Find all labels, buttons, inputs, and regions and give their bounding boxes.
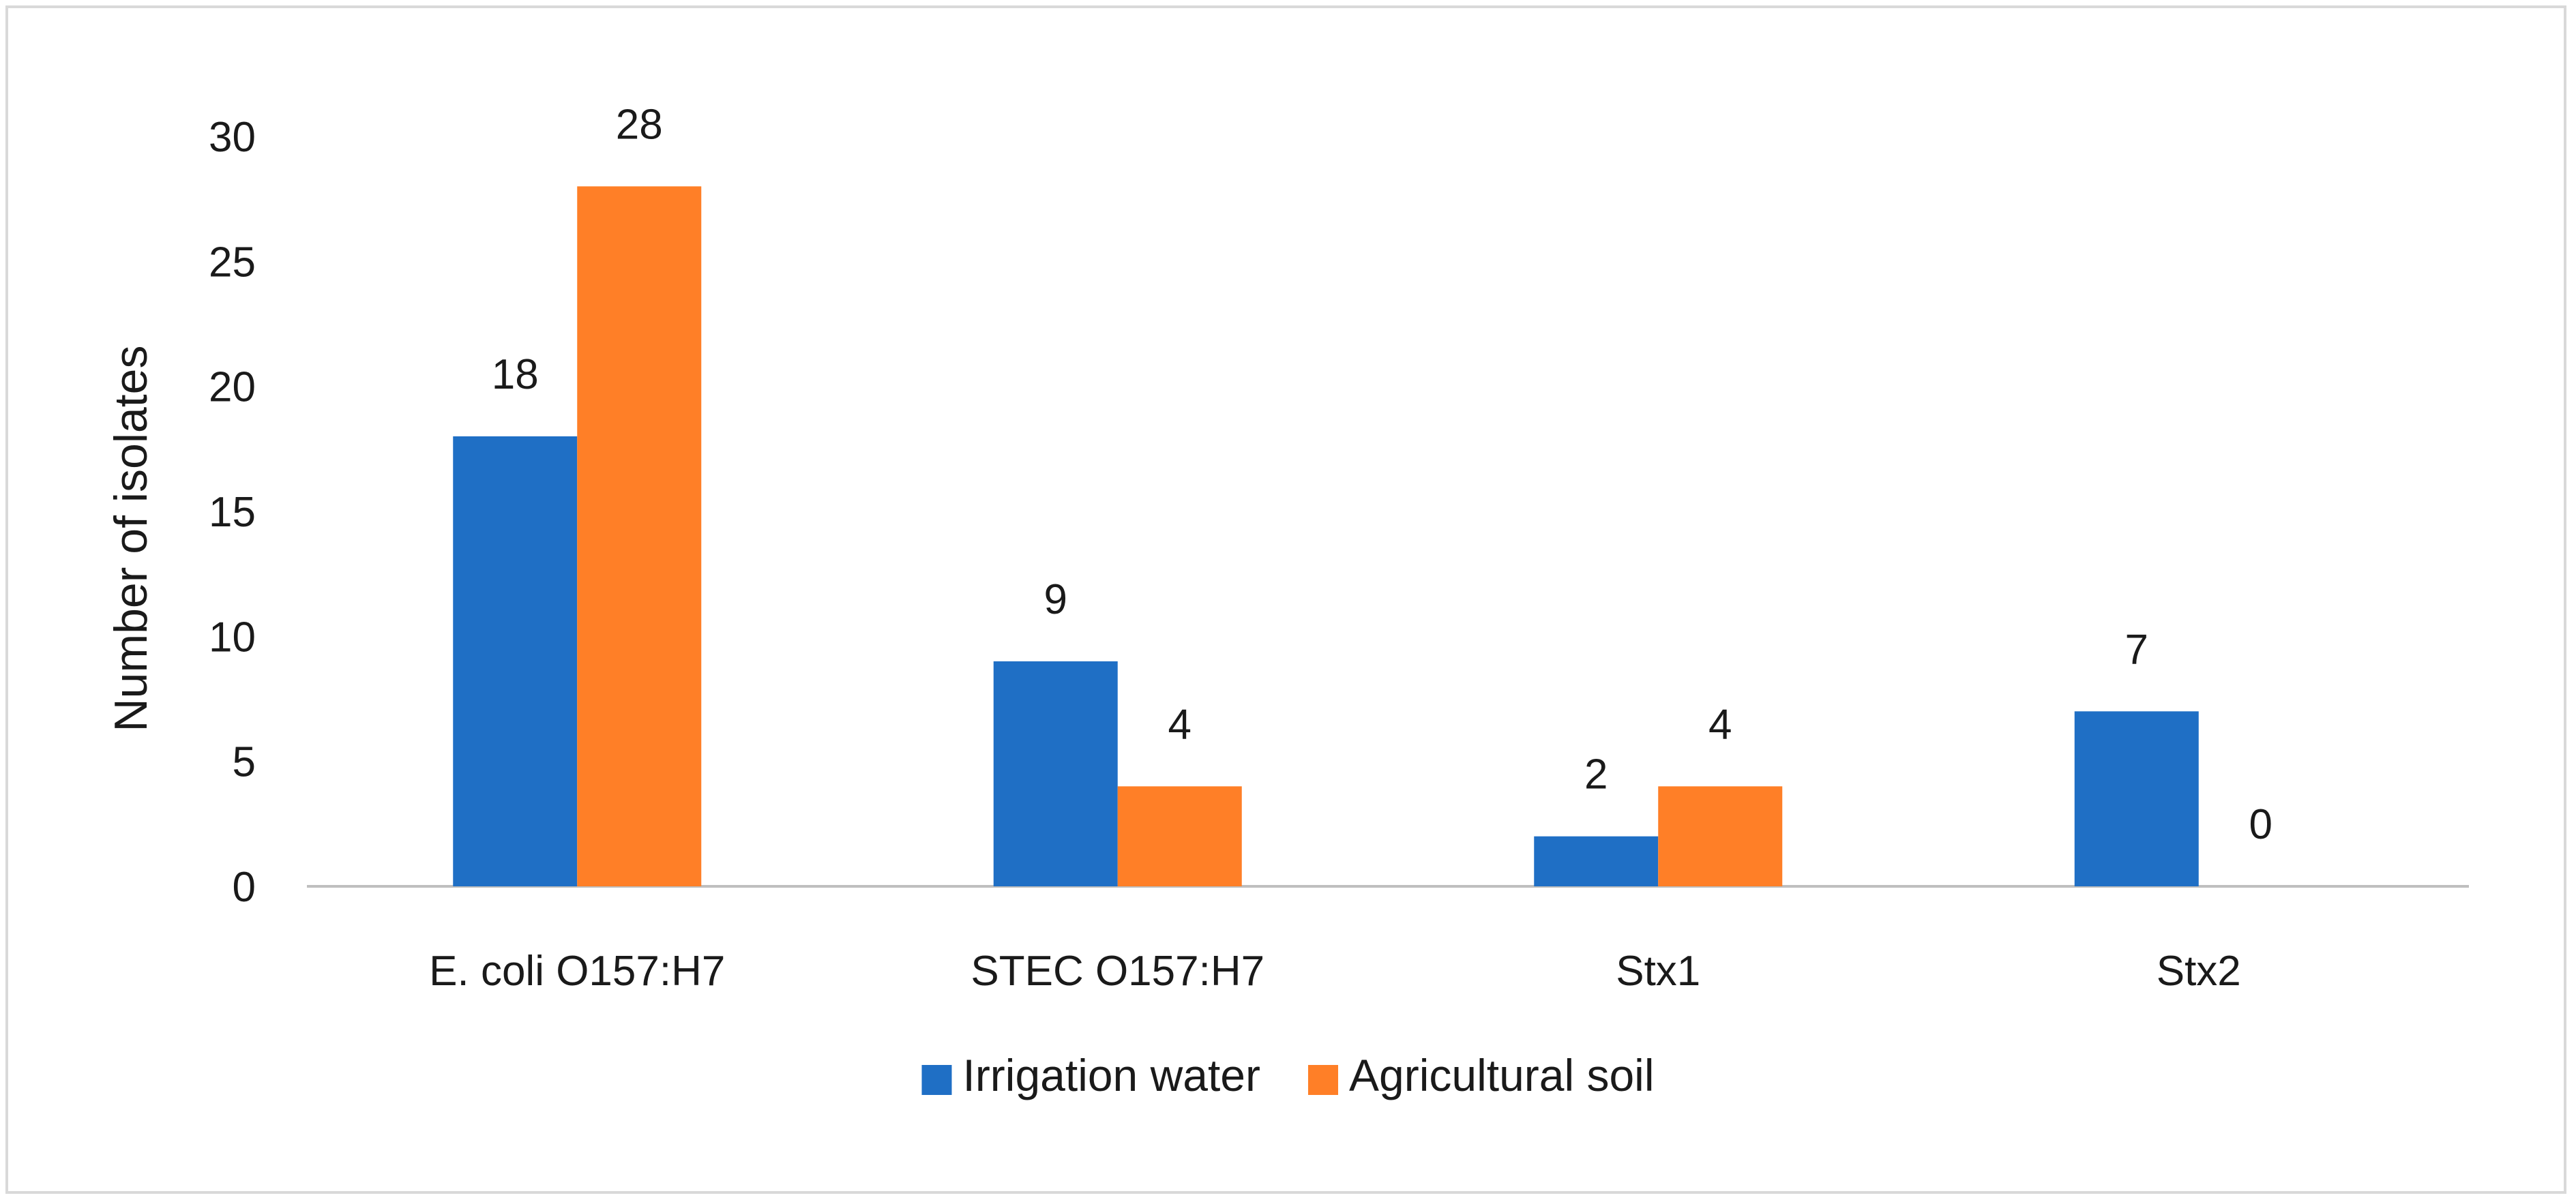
y-tick-label: 15 (209, 489, 256, 536)
legend-label: Irrigation water (962, 1050, 1260, 1100)
data-label: 2 (1584, 751, 1608, 798)
bar-irrigation-water (1534, 836, 1659, 886)
data-label: 4 (1168, 701, 1191, 748)
legend: Irrigation water Agricultural soil (921, 1050, 1655, 1100)
y-tick-label: 20 (209, 364, 256, 411)
bar-irrigation-water (2074, 711, 2199, 886)
category-label: E. coli O157:H7 (429, 948, 725, 995)
data-labels: 18 28 9 4 2 4 7 0 (492, 101, 2272, 848)
y-tick-label: 30 (209, 114, 256, 161)
data-label: 9 (1044, 576, 1067, 623)
category-label: STEC O157:H7 (971, 948, 1264, 995)
legend-swatch (921, 1065, 952, 1095)
y-tick-label: 25 (209, 239, 256, 286)
bar-agricultural-soil (577, 186, 702, 886)
bars (453, 186, 2199, 886)
data-label: 28 (616, 101, 663, 148)
y-tick-label: 5 (233, 739, 256, 786)
y-axis-ticks: 0 5 10 15 20 25 30 (209, 114, 256, 911)
bar-agricultural-soil (1117, 786, 1242, 886)
y-tick-label: 0 (233, 864, 256, 911)
data-label: 0 (2249, 801, 2272, 848)
bar-irrigation-water (453, 436, 578, 886)
chart-frame (5, 5, 2566, 1194)
bar-agricultural-soil (1658, 786, 1783, 886)
y-tick-label: 10 (209, 614, 256, 661)
legend-swatch (1308, 1065, 1339, 1095)
category-label: Stx2 (2157, 948, 2241, 995)
y-axis-title: Number of isolates (105, 346, 157, 732)
category-labels: E. coli O157:H7 STEC O157:H7 Stx1 Stx2 (429, 948, 2241, 995)
legend-label: Agricultural soil (1349, 1050, 1655, 1100)
data-label: 7 (2125, 626, 2148, 673)
data-label: 4 (1708, 701, 1732, 748)
bar-irrigation-water (993, 661, 1118, 886)
data-label: 18 (492, 351, 539, 398)
category-label: Stx1 (1616, 948, 1700, 995)
